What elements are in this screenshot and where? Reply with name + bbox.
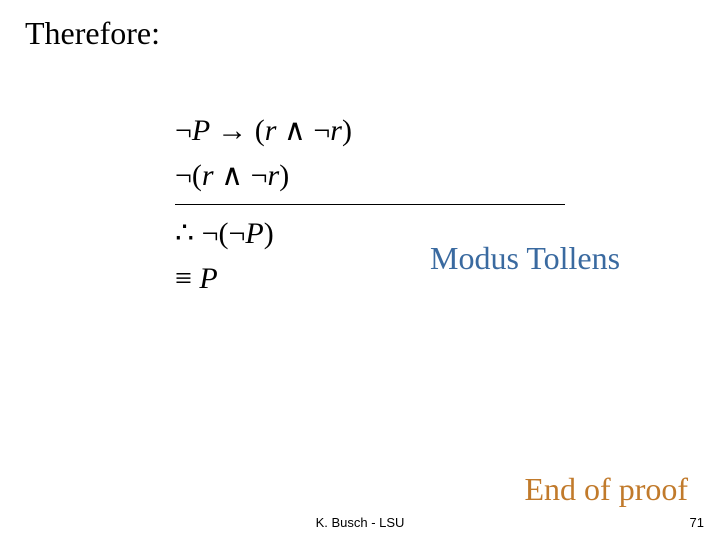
inference-rule-divider [175, 204, 565, 205]
footer-author: K. Busch - LSU [316, 515, 405, 530]
end-of-proof-label: End of proof [524, 471, 688, 508]
math-line-2: ¬(r ∧ ¬r) [175, 153, 565, 198]
slide-heading: Therefore: [25, 15, 160, 52]
math-line-1: ¬P → (r ∧ ¬r) [175, 108, 565, 153]
rule-annotation: Modus Tollens [430, 240, 620, 277]
page-number: 71 [690, 515, 704, 530]
